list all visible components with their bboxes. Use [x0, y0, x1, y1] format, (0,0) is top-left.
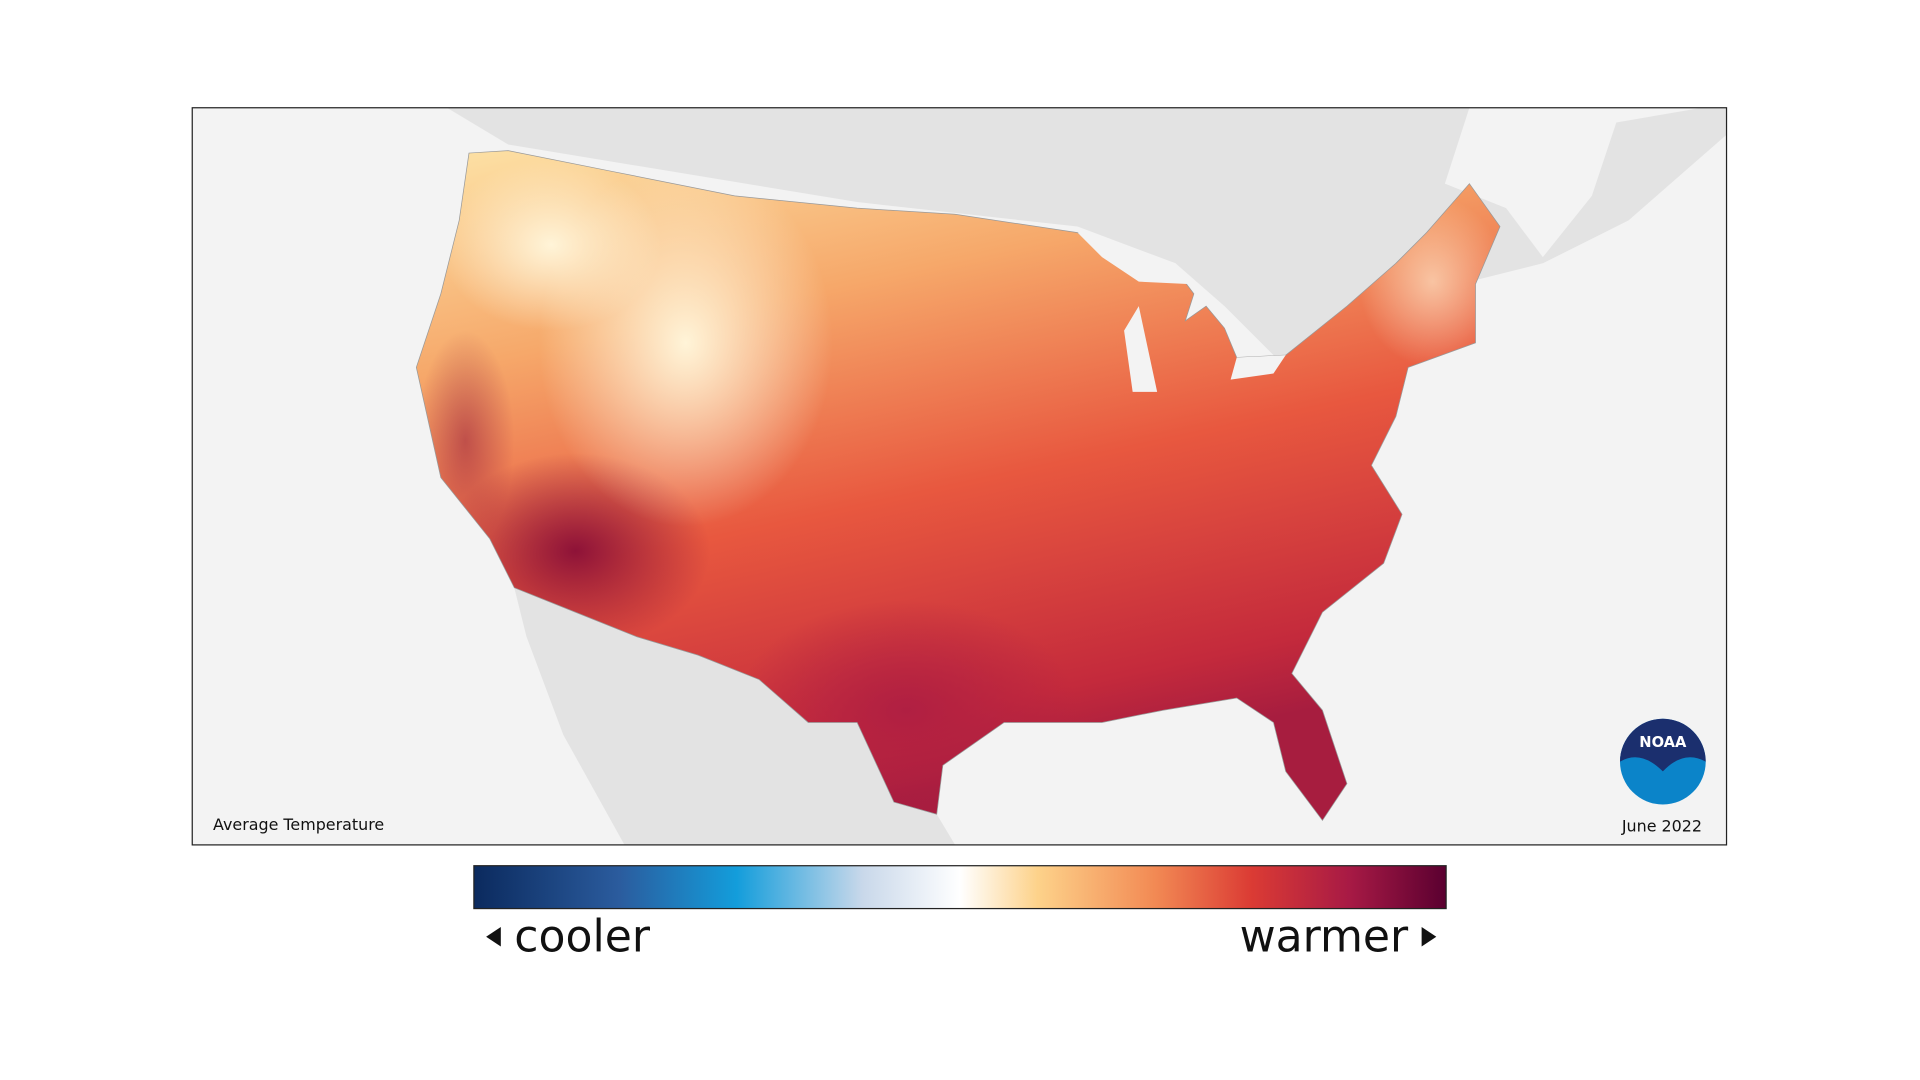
cooler-arrow — [486, 926, 501, 947]
noaa-logo: NOAA — [1620, 718, 1706, 805]
great-lakes — [1077, 232, 1286, 392]
high-label: warmer — [1240, 911, 1409, 962]
map-date: June 2022 — [1621, 816, 1702, 835]
map-label: Average Temperature — [213, 815, 384, 834]
color-scale — [473, 865, 1447, 910]
warmer-arrow — [1421, 926, 1437, 947]
low-label: cooler — [514, 911, 651, 962]
logo-text: NOAA — [1639, 734, 1687, 751]
map-frame — [191, 107, 1728, 846]
